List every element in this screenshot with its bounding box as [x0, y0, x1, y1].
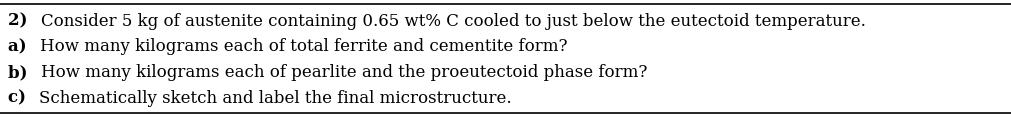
Text: Consider 5 kg of austenite containing 0.65 wt% C cooled to just below the eutect: Consider 5 kg of austenite containing 0.…: [40, 13, 864, 30]
Text: Schematically sketch and label the final microstructure.: Schematically sketch and label the final…: [38, 90, 511, 107]
Text: How many kilograms each of pearlite and the proeutectoid phase form?: How many kilograms each of pearlite and …: [40, 64, 646, 81]
Text: b): b): [8, 64, 33, 81]
Text: c): c): [8, 90, 31, 107]
Text: 2): 2): [8, 13, 33, 30]
Text: How many kilograms each of total ferrite and cementite form?: How many kilograms each of total ferrite…: [39, 38, 566, 55]
Text: a): a): [8, 38, 32, 55]
